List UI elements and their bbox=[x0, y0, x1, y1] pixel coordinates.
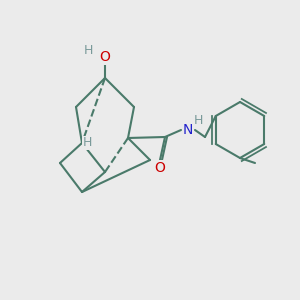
Text: N: N bbox=[183, 123, 193, 137]
Text: O: O bbox=[154, 161, 165, 175]
Text: H: H bbox=[82, 136, 92, 149]
Text: H: H bbox=[193, 113, 203, 127]
Text: H: H bbox=[83, 44, 93, 56]
Text: O: O bbox=[100, 50, 110, 64]
